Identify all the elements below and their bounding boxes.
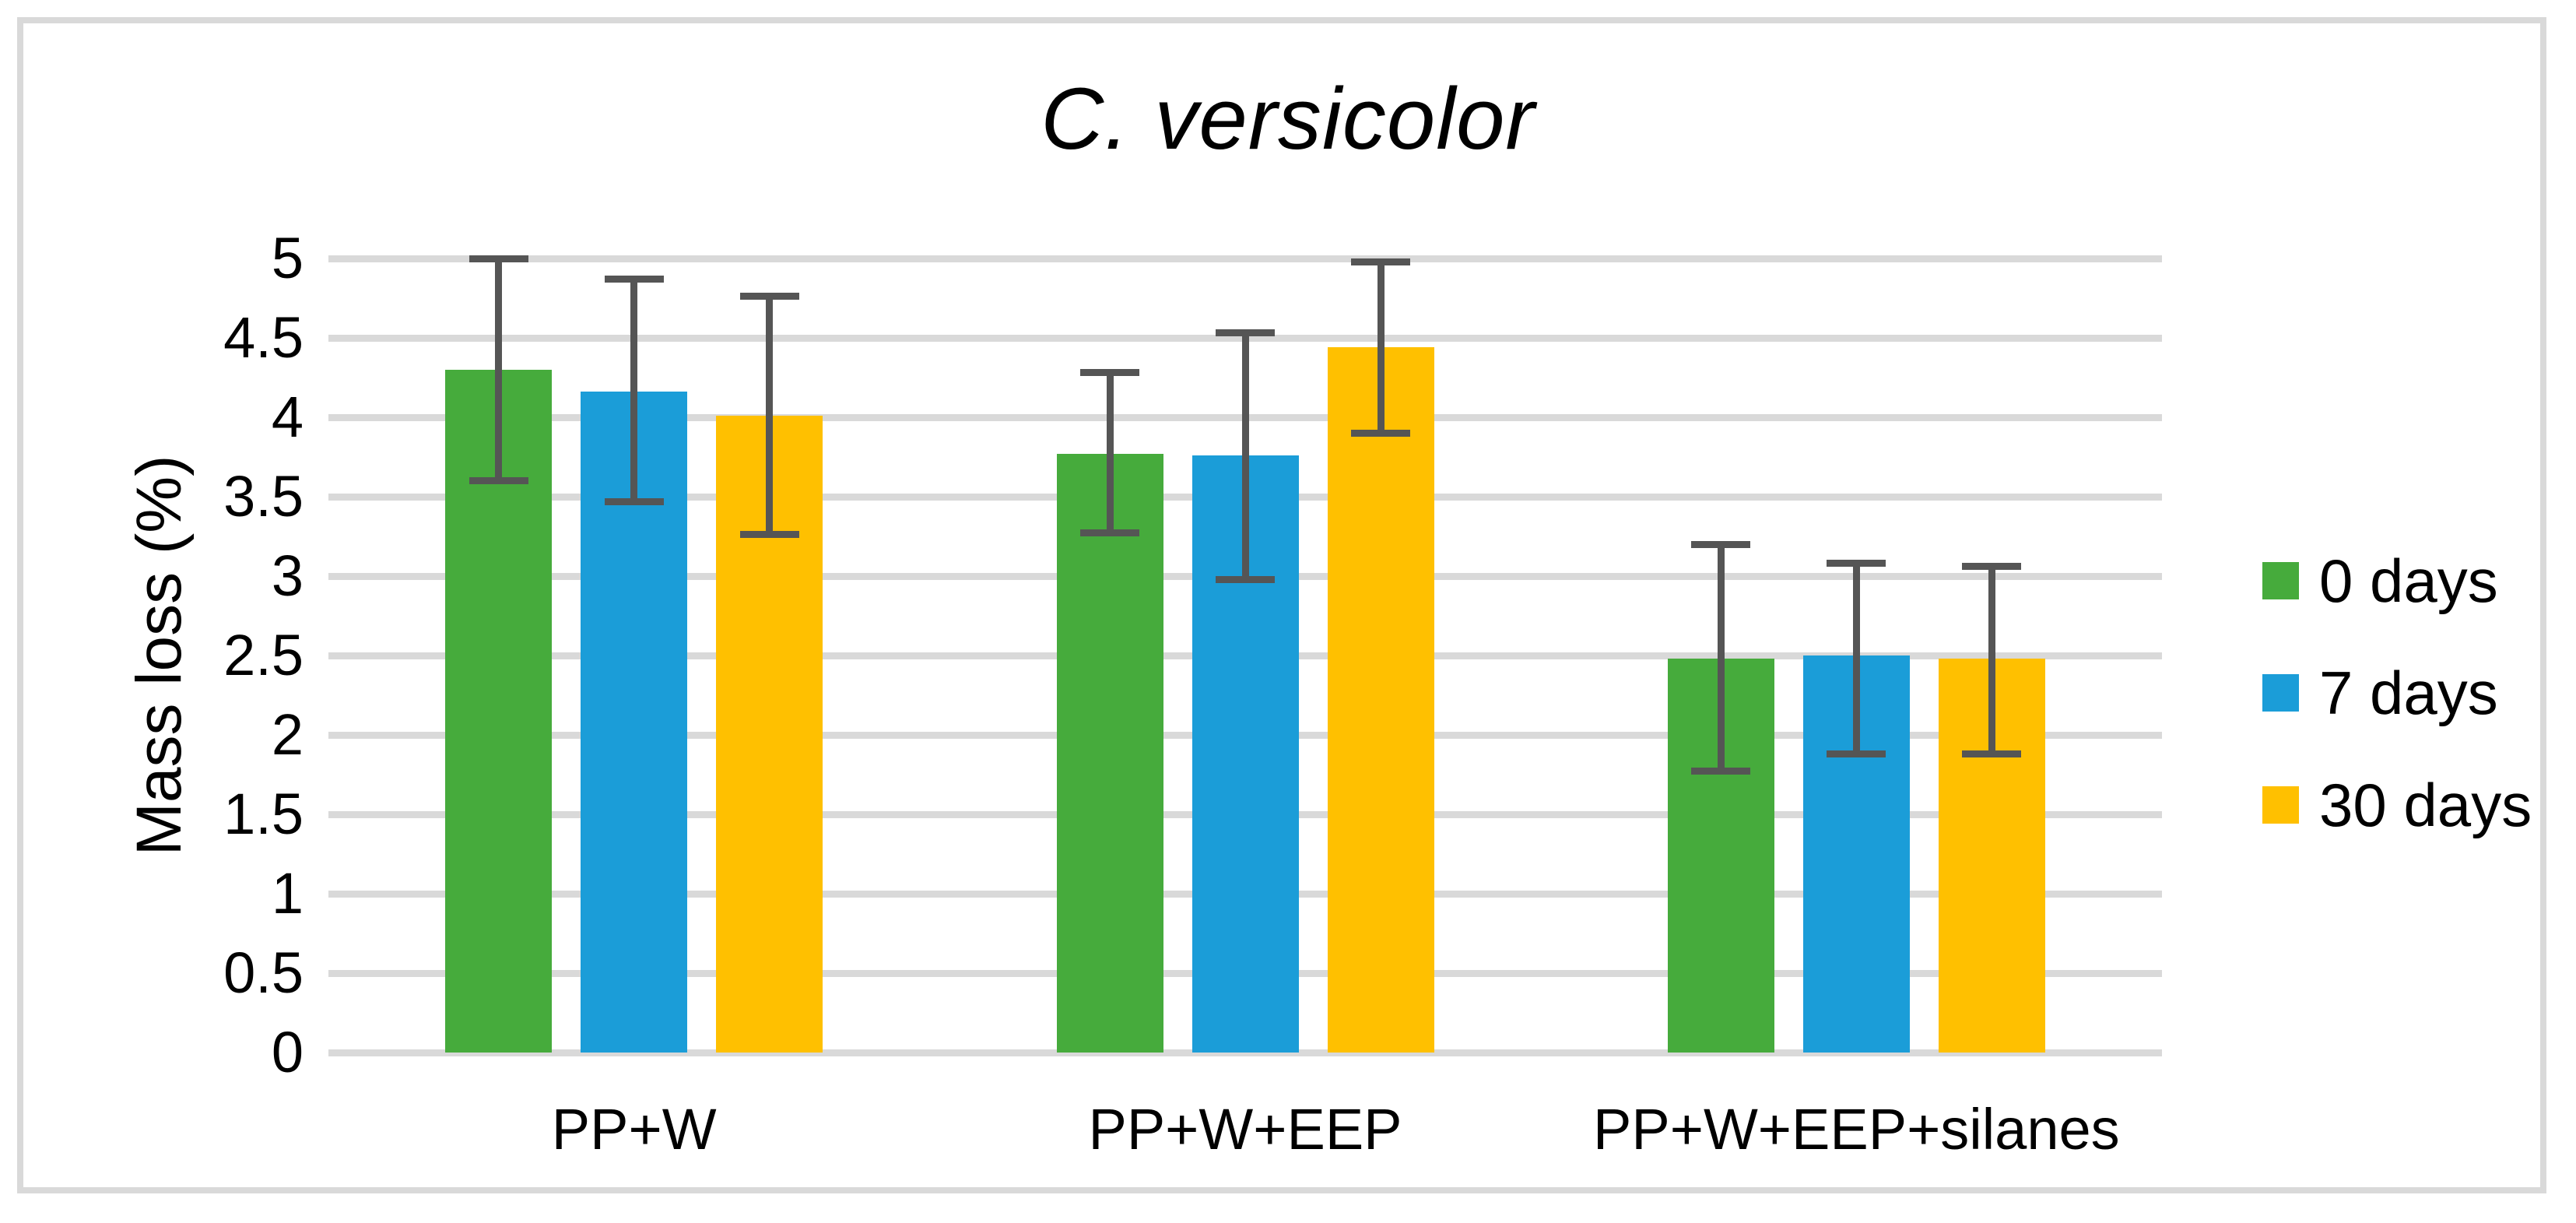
category-label: PP+W+EEP+silanes (1593, 1097, 2120, 1161)
error-bar-cap-bottom (1080, 529, 1139, 537)
error-bar-cap-top (604, 276, 664, 283)
error-bar-cap-bottom (1962, 750, 2022, 757)
error-bar-cap-top (739, 293, 799, 300)
y-tick-label: 4 (271, 385, 304, 449)
error-bar (1988, 566, 1995, 754)
y-tick-label: 1 (271, 861, 304, 926)
legend-item: 30 days (2262, 775, 2532, 835)
chart-border (17, 17, 2546, 1193)
error-bar (495, 258, 503, 481)
error-bar-cap-bottom (1216, 575, 1275, 583)
error-bar-cap-top (1827, 560, 1886, 568)
error-bar-cap-bottom (1691, 768, 1751, 775)
category-label: PP+W (551, 1097, 717, 1161)
x-axis-line (328, 1049, 2162, 1056)
y-tick-label: 0 (271, 1020, 304, 1084)
error-bar (1106, 372, 1114, 533)
y-tick-label: 0.5 (223, 940, 304, 1005)
error-bar (630, 279, 638, 502)
y-tick-label: 1.5 (223, 782, 304, 846)
error-bar-cap-top (1962, 563, 2022, 571)
y-tick-label: 2 (271, 702, 304, 767)
y-tick-label: 2.5 (223, 623, 304, 687)
legend-item: 7 days (2262, 662, 2498, 723)
legend-swatch-icon (2262, 562, 2299, 599)
y-tick-label: 4.5 (223, 305, 304, 370)
error-bar-cap-top (1216, 329, 1275, 337)
legend-label: 0 days (2319, 546, 2498, 615)
legend-item: 0 days (2262, 550, 2498, 611)
bar-0days-PP+W+EEP (1056, 453, 1163, 1053)
legend-swatch-icon (2262, 786, 2299, 824)
gridline (328, 255, 2162, 262)
error-bar (1377, 262, 1385, 434)
error-bar (1717, 544, 1725, 771)
error-bar (1852, 563, 1860, 754)
error-bar-cap-bottom (1827, 750, 1886, 757)
legend-label: 30 days (2319, 771, 2532, 839)
error-bar-cap-top (1080, 369, 1139, 377)
error-bar-cap-bottom (1351, 429, 1410, 437)
error-bar-cap-bottom (469, 477, 528, 485)
y-tick-label: 3.5 (223, 464, 304, 529)
error-bar-cap-bottom (739, 531, 799, 539)
y-tick-label: 5 (271, 226, 304, 290)
error-bar (1241, 332, 1249, 580)
error-bar-cap-bottom (604, 497, 664, 505)
bar-30days-PP+W+EEP (1327, 347, 1434, 1053)
error-bar-cap-top (1351, 258, 1410, 265)
legend-swatch-icon (2262, 674, 2299, 712)
category-label: PP+W+EEP (1088, 1097, 1402, 1161)
legend-label: 7 days (2319, 659, 2498, 727)
y-tick-label: 3 (271, 543, 304, 608)
error-bar (766, 296, 774, 535)
error-bar-cap-top (469, 255, 528, 262)
error-bar-cap-top (1691, 540, 1751, 548)
chart-title: C. versicolor (1041, 70, 1535, 167)
